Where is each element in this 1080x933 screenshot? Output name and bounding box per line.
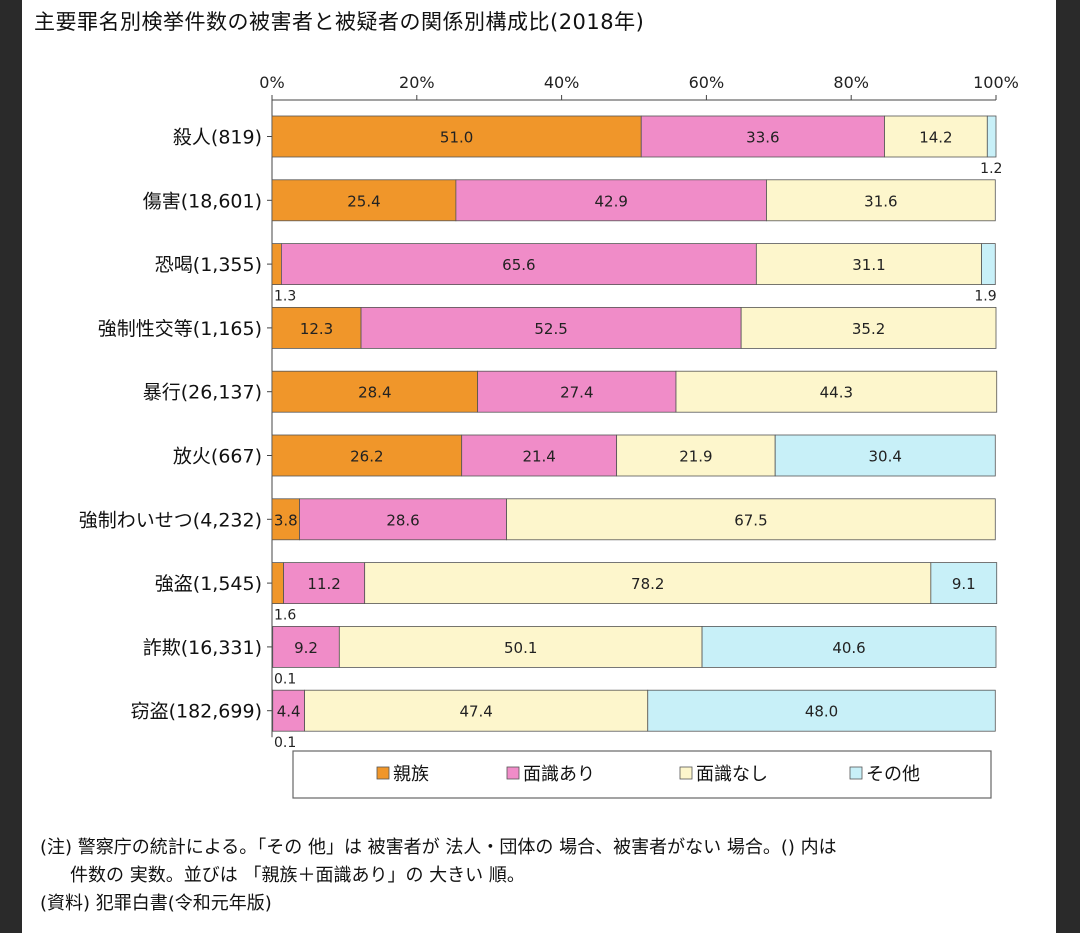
- data-label: 50.1: [504, 639, 537, 657]
- bar-segment: [271, 306, 362, 349]
- data-label: 42.9: [594, 192, 627, 210]
- data-label: 28.6: [386, 511, 419, 529]
- data-label: 21.4: [522, 448, 555, 466]
- category-label: 放火(667): [173, 446, 262, 468]
- data-label: 35.2: [852, 320, 885, 338]
- bar-segment: [701, 626, 997, 668]
- bar-segment: [271, 115, 642, 158]
- bar-segment: [616, 434, 776, 477]
- data-label: 1.6: [274, 608, 296, 624]
- category-label: 傷害(18,601): [143, 190, 262, 212]
- data-label: 1.3: [274, 289, 296, 305]
- source-note: (資料) 犯罪白書(令和元年版): [40, 893, 272, 914]
- note-line-2: 件数の 実数。並びは 「親族＋面識あり」の 大きい 順。: [70, 865, 525, 886]
- bar-segment: [364, 562, 932, 604]
- data-label: 27.4: [560, 384, 593, 402]
- bar-segment: [271, 243, 282, 286]
- x-tick-label: 40%: [544, 73, 580, 92]
- x-tick-label: 60%: [689, 73, 725, 92]
- data-label: 67.5: [734, 511, 767, 529]
- bar-segment: [461, 434, 618, 477]
- data-label: 52.5: [534, 320, 567, 338]
- bar-segment: [455, 179, 767, 222]
- data-label: 11.2: [307, 575, 340, 593]
- bar-segment: [884, 115, 988, 158]
- legend-label: 親族: [393, 764, 429, 785]
- bar-segment: [272, 689, 305, 732]
- bar-segment: [981, 243, 996, 286]
- legend-label: その他: [866, 764, 920, 785]
- bar-segment: [774, 434, 996, 477]
- bar-segment: [506, 498, 996, 541]
- data-label: 44.3: [820, 384, 853, 402]
- data-label: 40.6: [832, 639, 865, 657]
- legend-swatch: [376, 766, 390, 780]
- stacked-bar-chart: 0% 20% 40% 60% 80% 100% 殺人(819) 51.0 33.6 14.2 1.2…: [79, 73, 1019, 799]
- data-label: 21.9: [679, 448, 712, 466]
- bar-segment: [675, 370, 998, 413]
- bar-segment: [930, 562, 998, 604]
- bar-segment: [271, 434, 463, 477]
- bar-segment: [338, 626, 703, 668]
- category-label: 暴行(26,137): [143, 382, 262, 404]
- legend-label: 面識あり: [523, 764, 595, 785]
- category-label: 強制わいせつ(4,232): [79, 509, 262, 531]
- data-label: 30.4: [869, 448, 902, 466]
- bar-segment: [271, 562, 284, 604]
- category-label: 窃盗(182,699): [131, 701, 262, 723]
- data-label: 1.9: [974, 289, 996, 305]
- data-label: 31.1: [852, 256, 885, 274]
- data-label: 0.1: [274, 735, 296, 751]
- bar-segment: [740, 306, 997, 349]
- bar-segment: [271, 179, 457, 222]
- bar-segment: [477, 370, 677, 413]
- category-label: 殺人(819): [173, 127, 262, 149]
- data-label: 65.6: [502, 256, 535, 274]
- data-label: 3.8: [274, 511, 298, 529]
- data-label: 47.4: [459, 703, 492, 721]
- legend-box: [292, 750, 992, 799]
- data-label: 1.2: [980, 161, 1002, 177]
- data-label: 25.4: [347, 192, 380, 210]
- data-label: 33.6: [746, 129, 779, 147]
- x-tick-label: 20%: [399, 73, 435, 92]
- bar-segment: [304, 689, 649, 732]
- bar-segment: [299, 498, 507, 541]
- data-label: 31.6: [864, 192, 897, 210]
- data-label: 9.1: [952, 575, 976, 593]
- bar-segment: [755, 243, 982, 286]
- bar-segment: [271, 370, 479, 413]
- bar-segment: [647, 689, 996, 732]
- bar-segment: [281, 243, 757, 286]
- bar-segment: [360, 306, 742, 349]
- x-tick-label: 100%: [973, 73, 1019, 92]
- category-label: 強制性交等(1,165): [98, 318, 262, 340]
- bar-segment: [766, 179, 996, 222]
- category-label: 詐欺(16,331): [143, 637, 262, 659]
- data-label: 0.1: [274, 671, 296, 687]
- chart-frame: 主要罪名別検挙件数の被害者と被疑者の関係別構成比(2018年) 0% 20% 40%…: [22, 0, 1056, 933]
- x-tick-label: 0%: [259, 73, 284, 92]
- legend-swatch: [506, 766, 520, 780]
- data-label: 48.0: [805, 703, 838, 721]
- legend-swatch: [679, 766, 693, 780]
- legend-label: 面識なし: [696, 764, 768, 785]
- data-label: 4.4: [277, 703, 301, 721]
- data-label: 26.2: [350, 448, 383, 466]
- note-line-1: (注) 警察庁の統計による。「その 他」は 被害者が 法人・団体の 場合、被害者…: [40, 837, 837, 858]
- data-label: 78.2: [631, 575, 664, 593]
- data-label: 51.0: [440, 129, 473, 147]
- category-label: 強盗(1,545): [155, 573, 262, 595]
- data-label: 14.2: [919, 129, 952, 147]
- data-label: 28.4: [358, 384, 391, 402]
- chart-title: 主要罪名別検挙件数の被害者と被疑者の関係別構成比(2018年): [34, 10, 645, 34]
- bar-segment: [640, 115, 885, 158]
- legend-swatch: [849, 766, 863, 780]
- bar-segment: [986, 115, 997, 158]
- x-tick-label: 80%: [833, 73, 869, 92]
- data-label: 9.2: [294, 639, 318, 657]
- bar-segment: [271, 498, 300, 541]
- category-label: 恐喝(1,355): [155, 254, 262, 276]
- data-label: 12.3: [300, 320, 333, 338]
